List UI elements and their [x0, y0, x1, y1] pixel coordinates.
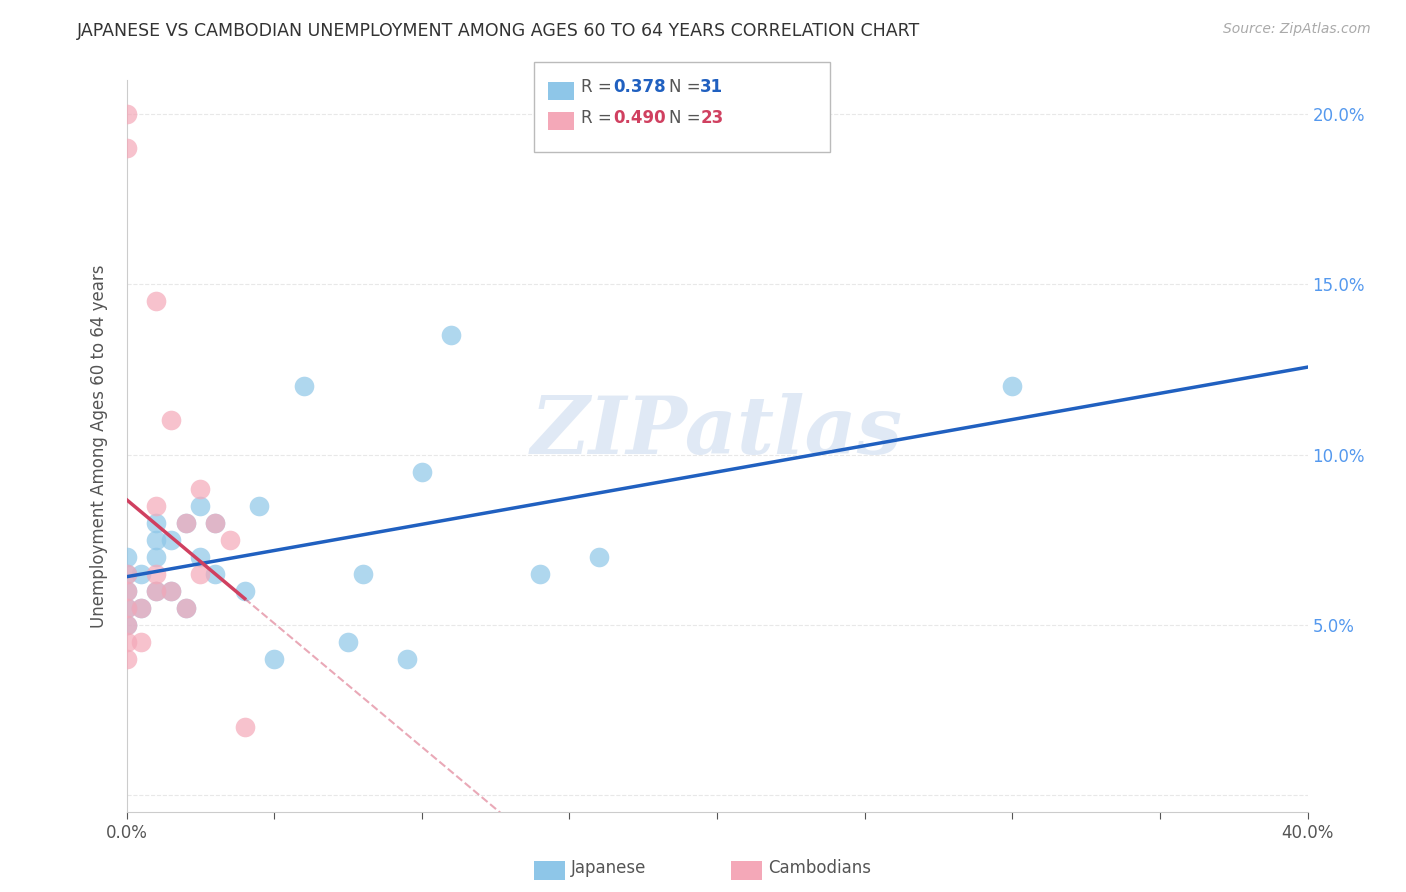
- Point: [145, 566, 167, 581]
- Point: [145, 549, 167, 564]
- Text: N =: N =: [669, 109, 706, 127]
- Point: [115, 566, 138, 581]
- Point: [115, 600, 138, 615]
- Point: [292, 379, 315, 393]
- Point: [160, 583, 183, 598]
- Point: [529, 566, 551, 581]
- Point: [115, 107, 138, 121]
- Point: [233, 720, 256, 734]
- Point: [145, 294, 167, 309]
- Point: [396, 651, 419, 665]
- Point: [263, 651, 285, 665]
- Point: [1001, 379, 1024, 393]
- Point: [188, 499, 212, 513]
- Point: [188, 566, 212, 581]
- Point: [115, 600, 138, 615]
- Point: [129, 600, 153, 615]
- Text: 0.490: 0.490: [613, 109, 665, 127]
- Point: [249, 499, 271, 513]
- Text: Source: ZipAtlas.com: Source: ZipAtlas.com: [1223, 22, 1371, 37]
- Point: [233, 583, 256, 598]
- Text: 31: 31: [700, 78, 723, 96]
- Point: [219, 533, 242, 547]
- Point: [145, 499, 167, 513]
- Point: [160, 533, 183, 547]
- Point: [440, 328, 463, 343]
- Text: R =: R =: [581, 109, 617, 127]
- Text: N =: N =: [669, 78, 706, 96]
- Point: [204, 566, 226, 581]
- Point: [115, 583, 138, 598]
- Point: [129, 600, 153, 615]
- Point: [115, 651, 138, 665]
- Point: [174, 600, 197, 615]
- Point: [337, 634, 360, 648]
- Point: [188, 549, 212, 564]
- Point: [129, 634, 153, 648]
- Point: [411, 465, 433, 479]
- Point: [204, 516, 226, 530]
- Point: [174, 600, 197, 615]
- Point: [160, 413, 183, 427]
- Point: [115, 634, 138, 648]
- Point: [145, 583, 167, 598]
- Point: [188, 482, 212, 496]
- Text: Japanese: Japanese: [571, 859, 647, 877]
- Text: 23: 23: [700, 109, 724, 127]
- Point: [115, 617, 138, 632]
- Point: [204, 516, 226, 530]
- Point: [588, 549, 610, 564]
- Point: [115, 566, 138, 581]
- Text: JAPANESE VS CAMBODIAN UNEMPLOYMENT AMONG AGES 60 TO 64 YEARS CORRELATION CHART: JAPANESE VS CAMBODIAN UNEMPLOYMENT AMONG…: [77, 22, 921, 40]
- Point: [145, 516, 167, 530]
- Text: ZIPatlas: ZIPatlas: [531, 392, 903, 470]
- Point: [115, 583, 138, 598]
- Point: [352, 566, 374, 581]
- Point: [145, 533, 167, 547]
- Point: [174, 516, 197, 530]
- Point: [115, 617, 138, 632]
- Text: R =: R =: [581, 78, 617, 96]
- Point: [129, 566, 153, 581]
- Point: [115, 141, 138, 155]
- Point: [115, 549, 138, 564]
- Text: 0.378: 0.378: [613, 78, 665, 96]
- Point: [174, 516, 197, 530]
- Point: [145, 583, 167, 598]
- Text: Cambodians: Cambodians: [768, 859, 870, 877]
- Y-axis label: Unemployment Among Ages 60 to 64 years: Unemployment Among Ages 60 to 64 years: [90, 264, 108, 628]
- Point: [160, 583, 183, 598]
